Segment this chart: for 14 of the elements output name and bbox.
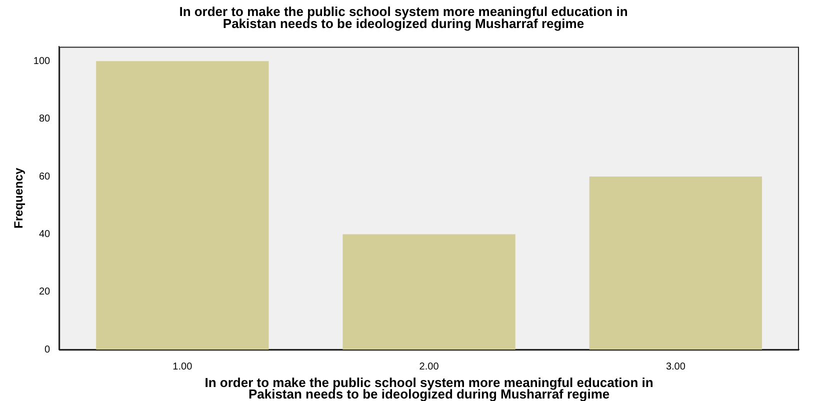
- x-tick-label: 3.00: [666, 361, 686, 372]
- y-tick-label: 0: [44, 344, 51, 356]
- bar: [342, 234, 516, 350]
- y-tick-label: 60: [38, 171, 51, 182]
- y-tick-label: 40: [38, 228, 51, 240]
- x-tick-label: 1.00: [172, 361, 193, 372]
- chart-title: In order to make the public school system more meaningful education in Pakistan needs to be ideologized during Musharraf regime: [179, 4, 628, 32]
- x-tick-label: 2.00: [419, 361, 440, 372]
- y-tick-label: 20: [38, 286, 51, 298]
- y-axis-title: Frequency: [12, 167, 26, 228]
- bar: [96, 61, 269, 350]
- y-tick-label: 100: [33, 56, 51, 67]
- y-tick-label: 80: [38, 114, 51, 125]
- bar: [589, 176, 762, 350]
